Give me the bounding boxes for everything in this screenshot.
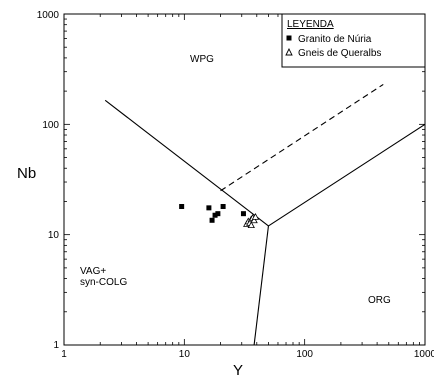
data-points (179, 204, 260, 229)
x-tick-label-10: 10 (179, 349, 191, 360)
y-tick-label-1: 1 (53, 340, 59, 351)
data-point-granito (179, 204, 185, 210)
data-point-granito (240, 211, 246, 217)
data-point-granito (212, 212, 218, 218)
legend-marker-triangle (285, 47, 293, 56)
legend: LEYENDA Granito de Núria Gneis de Queral… (281, 13, 426, 68)
data-point-gneis (251, 213, 260, 220)
field-label-vag: VAG+ (80, 266, 106, 277)
data-point-gneis (247, 221, 255, 229)
y-tick-label-1000: 1000 (37, 10, 60, 21)
data-point-granito (206, 205, 212, 211)
y-tick-label-10: 10 (48, 230, 60, 241)
field-label-org: ORG (368, 295, 391, 306)
legend-label-gneis: Gneis de Queralbs (298, 48, 381, 59)
field-label-wpg: WPG (190, 54, 214, 65)
data-point-gneis (250, 216, 258, 224)
data-point-granito (220, 204, 226, 210)
x-tick-label-1: 1 (61, 349, 67, 360)
data-point-granito (215, 211, 221, 217)
field-boundaries (104, 83, 426, 346)
y-tick-label-100: 100 (42, 120, 59, 131)
boundary-line-1 (104, 99, 269, 227)
data-point-granito (209, 217, 215, 223)
x-axis-title: Y (233, 362, 243, 379)
legend-title: LEYENDA (287, 19, 334, 30)
plot-frame (63, 13, 426, 346)
boundary-line-3 (253, 225, 269, 346)
y-axis-title: Nb (17, 165, 36, 182)
x-tick-label-100: 100 (296, 349, 313, 360)
boundary-line-2 (268, 123, 426, 227)
legend-label-granito: Granito de Núria (298, 34, 372, 45)
x-tick-label-1000: 1000 (414, 349, 434, 360)
legend-marker-square (286, 35, 292, 41)
legend-box (281, 13, 426, 68)
field-label-syncolg: syn-COLG (80, 277, 127, 288)
boundary-line-4 (220, 83, 384, 192)
